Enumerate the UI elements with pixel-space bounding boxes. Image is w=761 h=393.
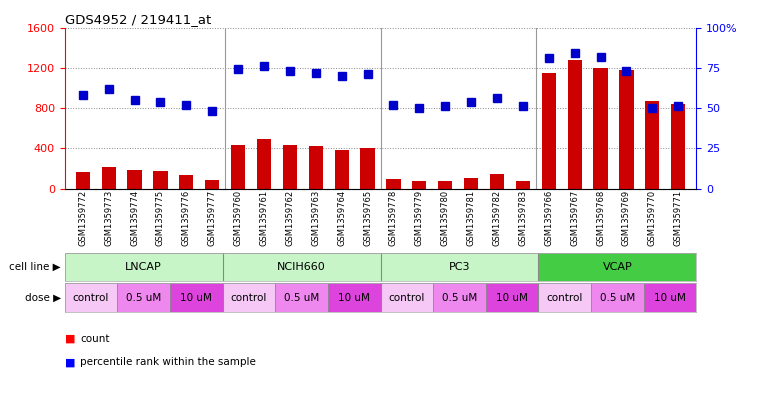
Bar	[170, 283, 223, 312]
Text: percentile rank within the sample: percentile rank within the sample	[80, 358, 256, 367]
Bar	[223, 253, 380, 281]
Bar	[464, 178, 478, 189]
Text: 0.5 uM: 0.5 uM	[126, 293, 161, 303]
Text: PC3: PC3	[449, 262, 470, 272]
Bar	[438, 180, 452, 189]
Text: ■: ■	[65, 358, 75, 367]
Text: LNCAP: LNCAP	[126, 262, 162, 272]
Text: 10 uM: 10 uM	[496, 293, 528, 303]
Bar	[539, 283, 591, 312]
Text: 10 uM: 10 uM	[180, 293, 212, 303]
Bar	[180, 175, 193, 189]
Text: 10 uM: 10 uM	[654, 293, 686, 303]
Text: dose ▶: dose ▶	[25, 293, 61, 303]
Text: NCIH660: NCIH660	[277, 262, 326, 272]
Bar	[231, 145, 245, 189]
Text: control: control	[389, 293, 425, 303]
Bar	[257, 139, 271, 189]
Text: 10 uM: 10 uM	[338, 293, 370, 303]
Text: control: control	[231, 293, 267, 303]
Bar	[486, 283, 539, 312]
Bar	[65, 283, 117, 312]
Bar	[594, 68, 607, 189]
Bar	[117, 283, 170, 312]
Text: count: count	[80, 334, 110, 344]
Bar	[380, 283, 433, 312]
Text: 0.5 uM: 0.5 uM	[600, 293, 635, 303]
Text: 0.5 uM: 0.5 uM	[284, 293, 319, 303]
Bar	[380, 253, 539, 281]
Bar	[361, 148, 374, 189]
Bar	[335, 151, 349, 189]
Bar	[283, 145, 297, 189]
Bar	[645, 101, 660, 189]
Text: ■: ■	[65, 334, 75, 344]
Bar	[490, 174, 504, 189]
Text: VCAP: VCAP	[603, 262, 632, 272]
Bar	[275, 283, 328, 312]
Bar	[516, 181, 530, 189]
Text: control: control	[546, 293, 583, 303]
Bar	[542, 73, 556, 189]
Bar	[328, 283, 380, 312]
Bar	[671, 104, 686, 189]
Bar	[309, 146, 323, 189]
Bar	[619, 70, 634, 189]
Bar	[127, 170, 142, 189]
Text: 0.5 uM: 0.5 uM	[442, 293, 477, 303]
Bar	[154, 171, 167, 189]
Bar	[591, 283, 644, 312]
Bar	[412, 181, 426, 189]
Bar	[65, 253, 223, 281]
Bar	[205, 180, 219, 189]
Bar	[223, 283, 275, 312]
Bar	[75, 171, 90, 189]
Text: cell line ▶: cell line ▶	[9, 262, 61, 272]
Bar	[644, 283, 696, 312]
Bar	[433, 283, 486, 312]
Text: control: control	[73, 293, 109, 303]
Bar	[568, 60, 581, 189]
Bar	[101, 167, 116, 189]
Bar	[387, 178, 400, 189]
Bar	[539, 253, 696, 281]
Text: GDS4952 / 219411_at: GDS4952 / 219411_at	[65, 13, 211, 26]
